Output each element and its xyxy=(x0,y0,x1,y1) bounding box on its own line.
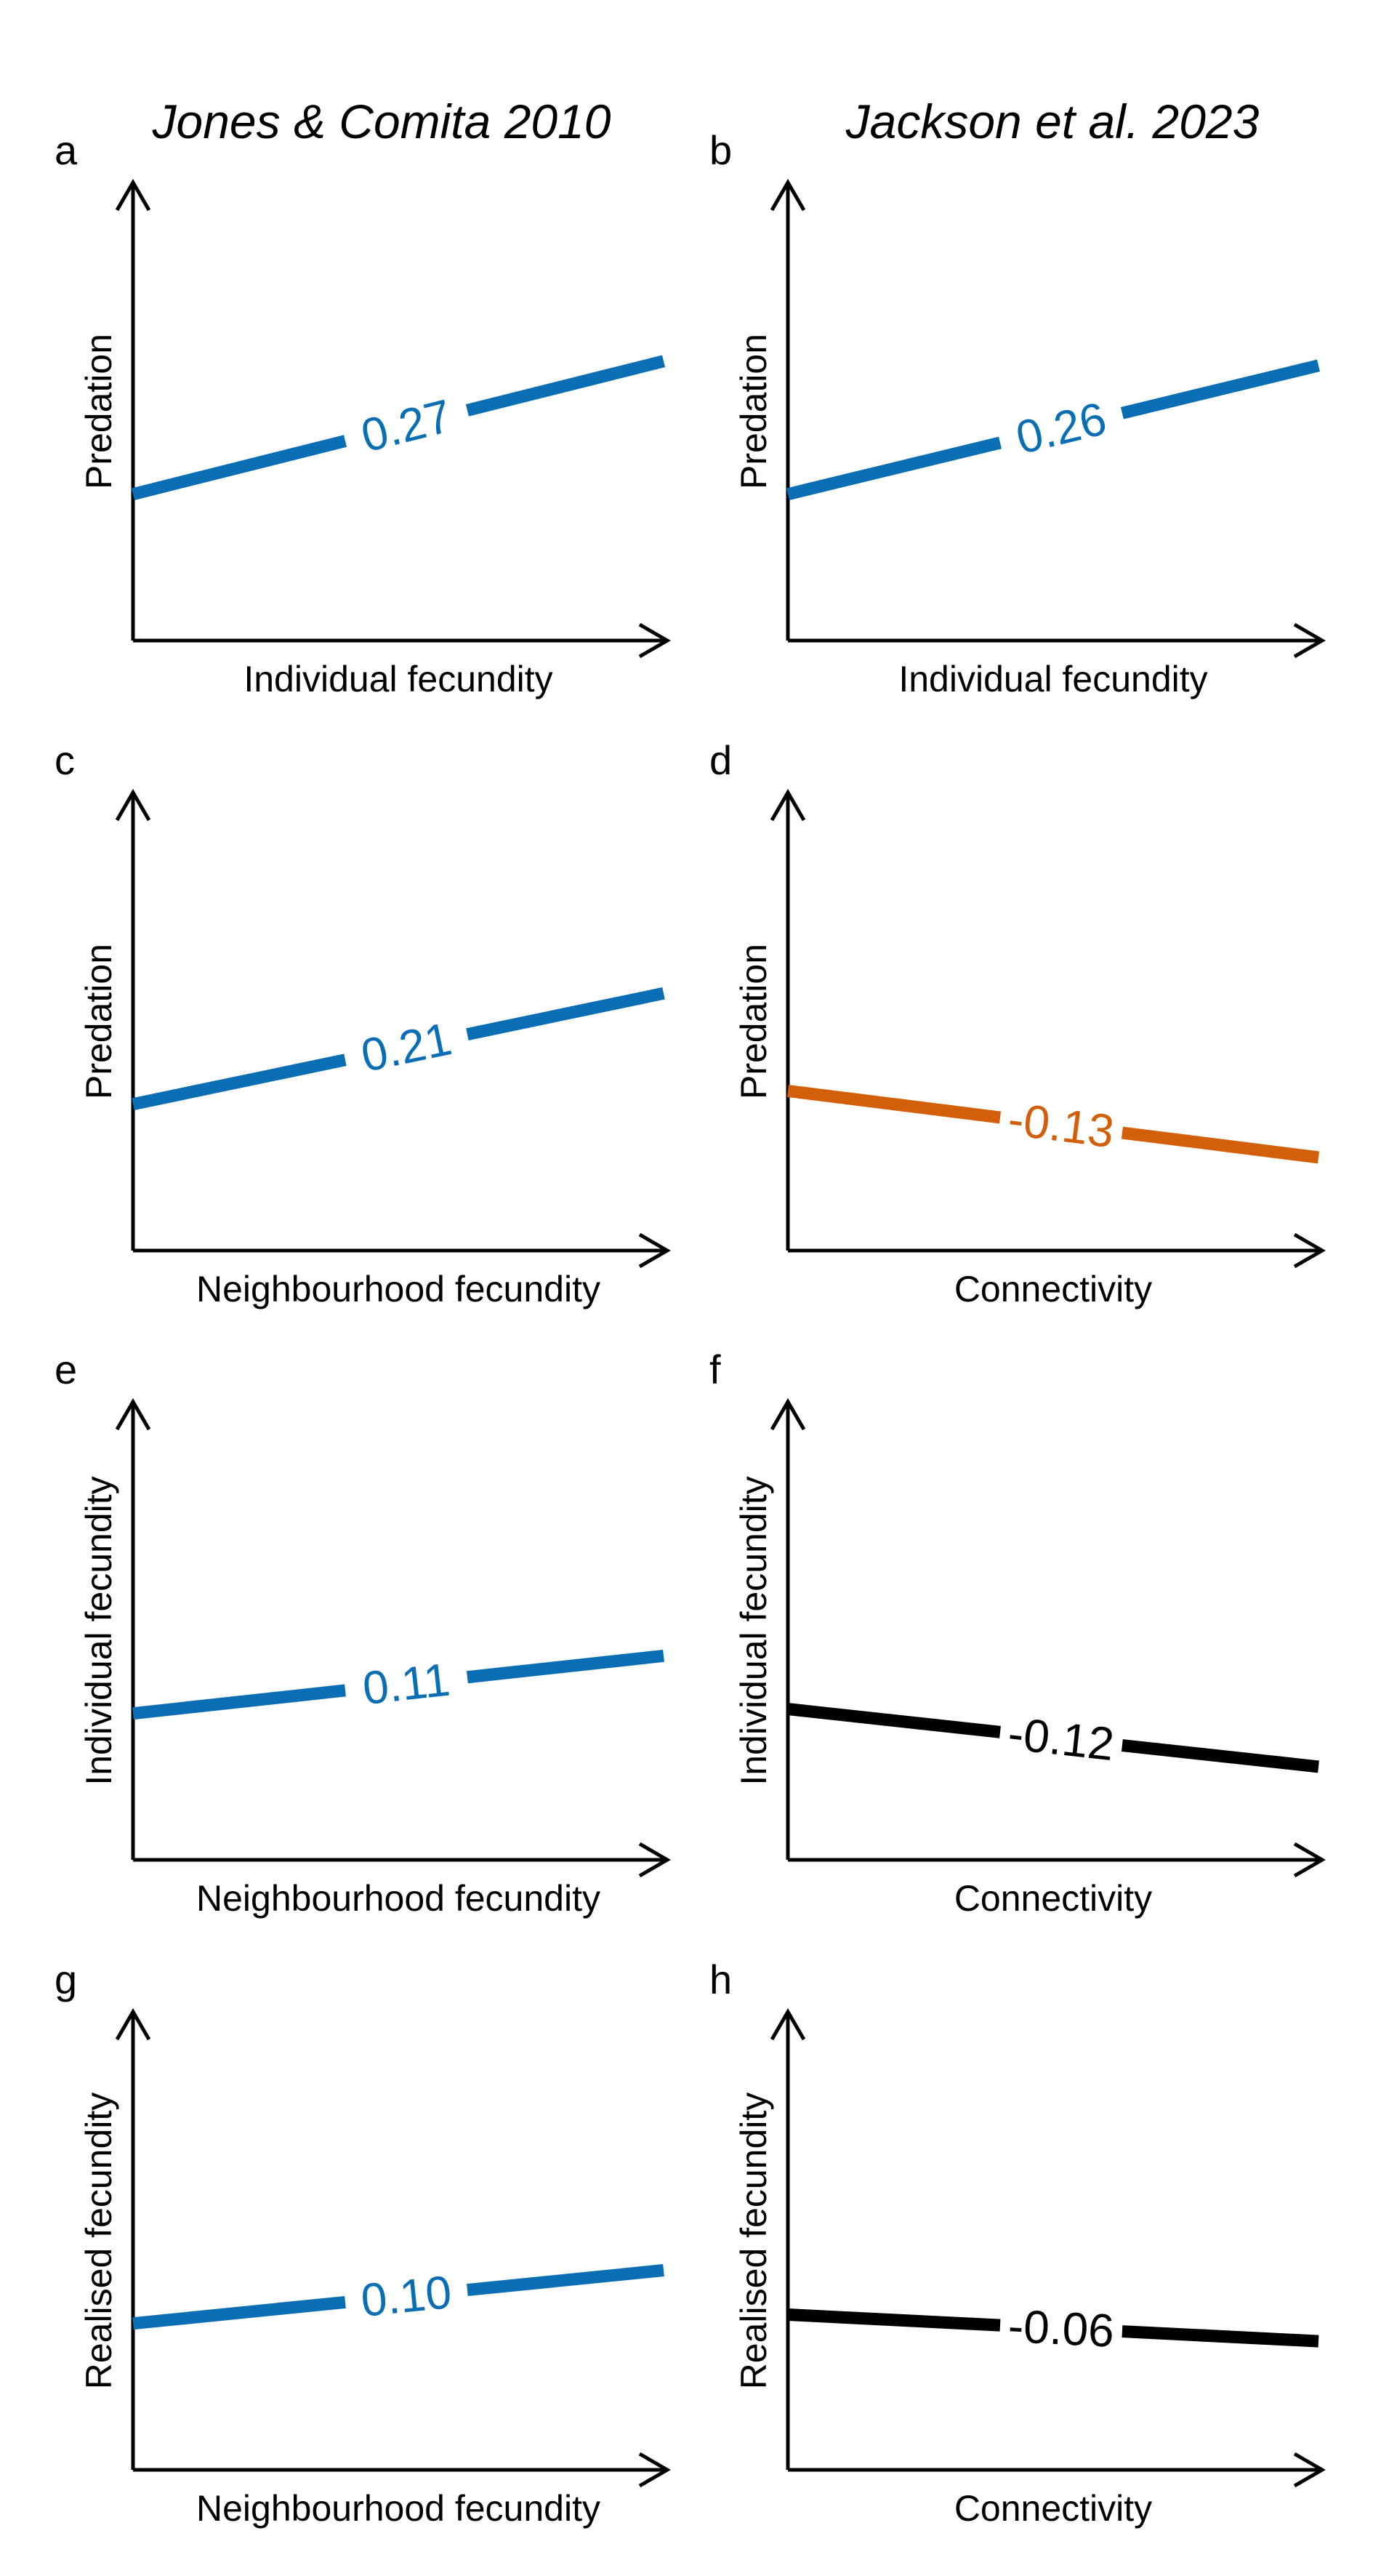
x-axis-label: Individual fecundity xyxy=(243,659,552,699)
y-axis-arrowhead xyxy=(115,1398,151,1431)
y-axis-arrowhead xyxy=(115,179,151,212)
trend-line-right xyxy=(1121,1126,1320,1164)
panel-h: h Connectivity Realised fecundity -0.06 xyxy=(709,1957,1326,2529)
x-axis-arrowhead xyxy=(638,1232,671,1269)
x-axis-arrowhead xyxy=(1293,2452,1326,2488)
trend-line-right xyxy=(1120,359,1321,420)
x-axis-arrowhead xyxy=(1293,622,1326,659)
y-axis-arrowhead xyxy=(770,1398,806,1431)
slope-label: 0.26 xyxy=(1011,392,1111,464)
panel-a: a Individual fecundity Predation 0.27 xyxy=(55,127,671,699)
trend-line-left xyxy=(787,2308,1001,2332)
x-axis-arrowhead xyxy=(1293,1232,1326,1269)
trend-line-left xyxy=(132,1054,347,1111)
column-title-left: Jones & Comita 2010 xyxy=(151,95,611,148)
panel-letter: a xyxy=(55,127,78,173)
panel-letter: c xyxy=(55,737,75,783)
trend-line-right xyxy=(1121,1739,1319,1773)
x-axis-arrowhead xyxy=(638,1842,671,1878)
panel-b: b Individual fecundity Predation 0.26 xyxy=(709,127,1326,699)
y-axis-label: Predation xyxy=(78,334,119,489)
y-axis-arrowhead xyxy=(770,179,806,212)
panel-letter: b xyxy=(709,127,732,173)
y-axis-label: Predation xyxy=(733,334,774,489)
panel-f: f Connectivity Individual fecundity -0.12 xyxy=(709,1347,1326,1919)
panel-c: c Neighbourhood fecundity Predation 0.21 xyxy=(55,737,671,1309)
trend-line-right xyxy=(467,2264,664,2297)
x-axis-arrowhead xyxy=(638,622,671,659)
y-axis-label: Individual fecundity xyxy=(78,1476,119,1785)
y-axis-label: Realised fecundity xyxy=(733,2093,774,2390)
trend-line-left xyxy=(131,435,347,500)
y-axis-label: Predation xyxy=(78,944,119,1099)
x-axis-label: Neighbourhood fecundity xyxy=(196,1878,600,1919)
x-axis-label: Individual fecundity xyxy=(898,659,1207,699)
slope-label: -0.12 xyxy=(1006,1707,1117,1770)
panel-e: e Neighbourhood fecundity Individual fecun… xyxy=(55,1347,671,1919)
slope-label: 0.27 xyxy=(356,389,456,462)
trend-line-left xyxy=(786,436,1002,500)
slope-label: 0.11 xyxy=(361,1653,453,1715)
panel-letter: d xyxy=(709,737,732,783)
trend-line-left xyxy=(132,1684,346,1720)
x-axis-label: Connectivity xyxy=(954,1878,1152,1919)
column-title-right: Jackson et al. 2023 xyxy=(845,95,1260,148)
panel-letter: h xyxy=(709,1957,732,2002)
panel-letter: g xyxy=(55,1957,77,2002)
trend-line-right xyxy=(466,1649,664,1684)
trend-line-right xyxy=(465,355,666,417)
y-axis-arrowhead xyxy=(115,789,151,822)
trend-line-left xyxy=(786,1084,1002,1124)
y-axis-arrowhead xyxy=(770,789,806,822)
y-axis-arrowhead xyxy=(770,2008,806,2041)
slope-label: -0.13 xyxy=(1005,1093,1117,1158)
slope-label: -0.06 xyxy=(1007,2300,1115,2357)
trend-line-left xyxy=(132,2295,346,2330)
panel-letter: e xyxy=(55,1347,77,1392)
trend-line-right xyxy=(1122,2325,1319,2348)
x-axis-label: Connectivity xyxy=(954,2488,1152,2529)
panel-g: g Neighbourhood fecundity Realised fecundi… xyxy=(55,1957,671,2529)
slope-label: 0.21 xyxy=(357,1012,456,1082)
panel-d: d Connectivity Predation -0.13 xyxy=(709,737,1326,1309)
trend-line-right xyxy=(466,987,665,1040)
x-axis-label: Neighbourhood fecundity xyxy=(196,2488,600,2529)
trend-line-left xyxy=(787,1703,1001,1738)
x-axis-label: Connectivity xyxy=(954,1269,1152,1309)
y-axis-label: Predation xyxy=(733,944,774,1099)
x-axis-arrowhead xyxy=(1293,1842,1326,1878)
y-axis-arrowhead xyxy=(115,2008,151,2041)
slope-label: 0.10 xyxy=(358,2266,454,2327)
x-axis-label: Neighbourhood fecundity xyxy=(196,1269,600,1309)
y-axis-label: Realised fecundity xyxy=(78,2093,119,2390)
panel-letter: f xyxy=(709,1347,721,1392)
x-axis-arrowhead xyxy=(638,2452,671,2488)
y-axis-label: Individual fecundity xyxy=(733,1476,774,1785)
